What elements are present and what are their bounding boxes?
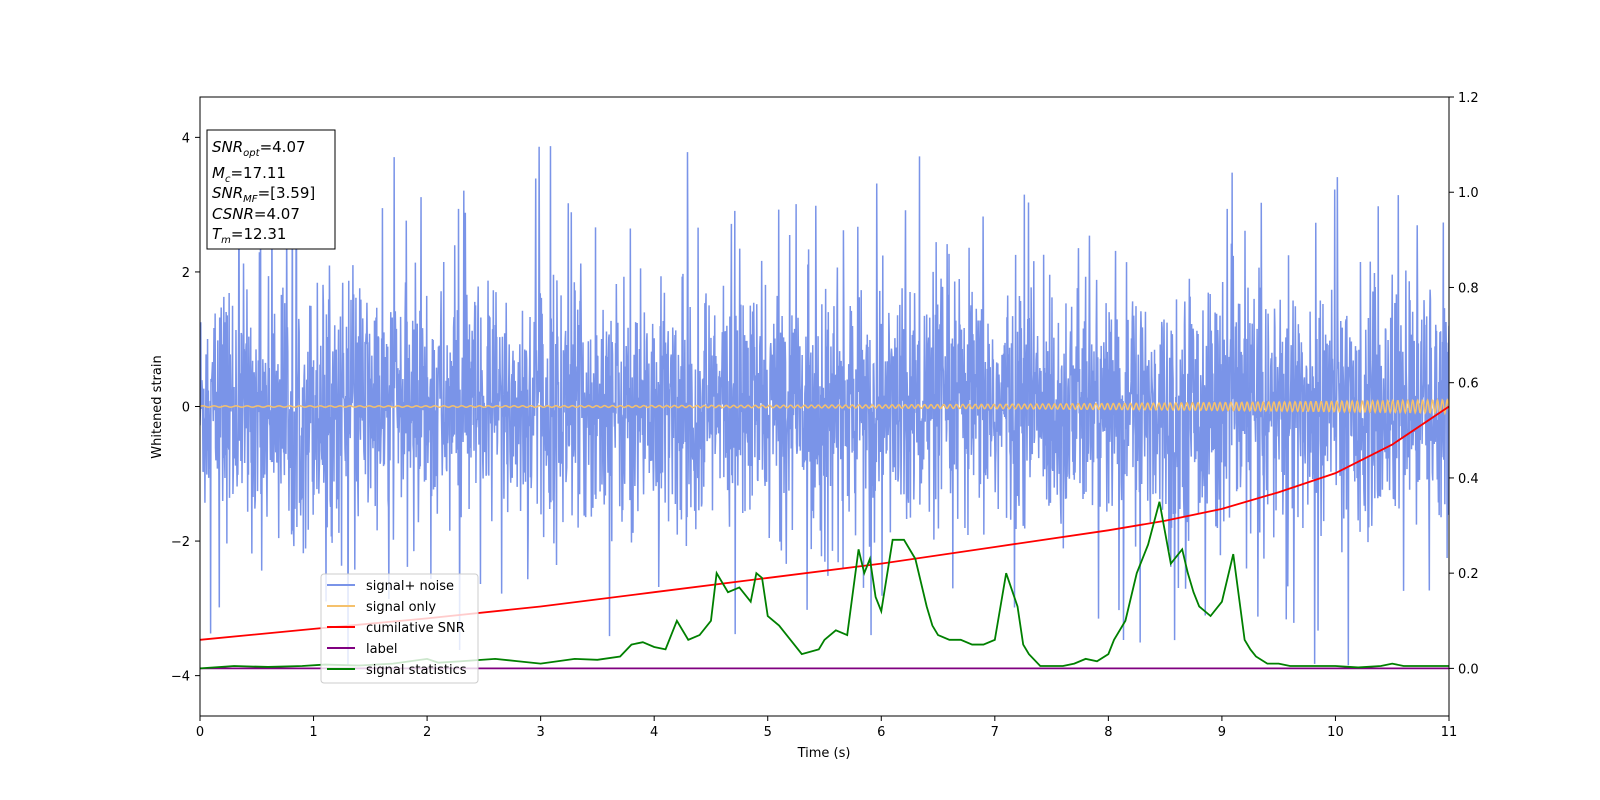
x-tick-label: 6 — [877, 725, 885, 740]
info-snr-mf-value: =[3.59] — [258, 184, 316, 202]
x-tick-label: 8 — [1104, 725, 1112, 740]
info-tm-base: T — [212, 225, 223, 243]
legend-entry-signal-statistics: signal statistics — [327, 663, 467, 678]
y2-tick-label: 0.4 — [1458, 472, 1479, 487]
info-mc-sub: c — [225, 174, 231, 185]
legend-entry-label: label — [327, 642, 397, 657]
info-csnr-base: CSNR — [212, 205, 254, 223]
info-mc-value: =17.11 — [230, 164, 286, 182]
y2-tick-label: 1.0 — [1458, 186, 1479, 201]
info-snr-opt: SNRopt=4.07 — [212, 138, 306, 159]
info-tm-value: =12.31 — [231, 225, 287, 243]
y-axis-label: Whitened strain — [150, 355, 165, 458]
info-snr-mf: SNRMF=[3.59] — [212, 184, 315, 205]
info-mc: Mc=17.11 — [212, 164, 286, 185]
x-axis-label: Time (s) — [797, 746, 851, 761]
legend-label-signal-only: signal only — [366, 600, 436, 615]
info-snr-opt-sub: opt — [243, 148, 260, 159]
y2-tick-label: 1.2 — [1458, 91, 1479, 106]
legend-entry-signal-noise: signal+ noise — [327, 579, 454, 594]
y2-tick-label: 0.0 — [1458, 662, 1479, 677]
y2-tick-label: 0.6 — [1458, 377, 1479, 392]
legend-label-cumilative-snr: cumilative SNR — [366, 621, 465, 636]
x-tick-label: 3 — [536, 725, 544, 740]
y-tick-label: 2 — [182, 266, 190, 281]
x-tick-label: 5 — [764, 725, 772, 740]
x-tick-label: 2 — [423, 725, 431, 740]
x-tick-label: 0 — [196, 725, 204, 740]
info-csnr-value: =4.07 — [254, 205, 300, 223]
series-signal-only-line — [200, 397, 1449, 416]
series-signal-noise-line — [200, 146, 1449, 666]
info-box-frame — [206, 129, 336, 250]
legend-frame — [320, 573, 479, 684]
info-mc-base: M — [212, 164, 225, 182]
info-tm-sub: m — [221, 235, 231, 246]
y-tick-label: −2 — [171, 535, 190, 550]
info-snr-mf-base: SNR — [212, 184, 243, 202]
legend-label-signal-statistics: signal statistics — [366, 663, 467, 678]
legend-entry-signal-only: signal only — [327, 600, 436, 615]
info-csnr: CSNR=4.07 — [212, 205, 300, 223]
y2-tick-label: 0.2 — [1458, 567, 1479, 582]
x-tick-label: 4 — [650, 725, 658, 740]
y-tick-label: 4 — [182, 131, 190, 146]
legend: signal+ noise signal only cumilative SNR… — [320, 573, 479, 684]
info-snr-mf-sub: MF — [243, 194, 258, 205]
x-tick-label: 1 — [309, 725, 317, 740]
x-tick-label: 9 — [1218, 725, 1226, 740]
y-tick-label: 0 — [182, 401, 190, 416]
legend-entry-cumilative-snr: cumilative SNR — [327, 621, 465, 636]
axes-layer: 0 1 2 3 4 5 6 7 8 9 10 11 4 2 0 −2 −4 1.2 1.0 0.8 0.6 0.4 0.2 0… — [171, 91, 1479, 740]
x-tick-label: 7 — [991, 725, 999, 740]
info-tm: Tm=12.31 — [212, 225, 286, 246]
info-snr-opt-value: =4.07 — [260, 138, 306, 156]
info-box: SNRopt=4.07 Mc=17.11 SNRMF=[3.59] CSNR=4… — [206, 129, 336, 250]
legend-label-label: label — [366, 642, 397, 657]
x-tick-label: 10 — [1327, 725, 1344, 740]
info-snr-opt-base: SNR — [212, 138, 243, 156]
y-tick-label: −4 — [171, 670, 190, 685]
series-signal-statistics-line — [200, 501, 1449, 670]
x-tick-label: 11 — [1441, 725, 1458, 740]
y2-tick-label: 0.8 — [1458, 281, 1479, 296]
legend-label-signal-noise: signal+ noise — [366, 579, 454, 594]
